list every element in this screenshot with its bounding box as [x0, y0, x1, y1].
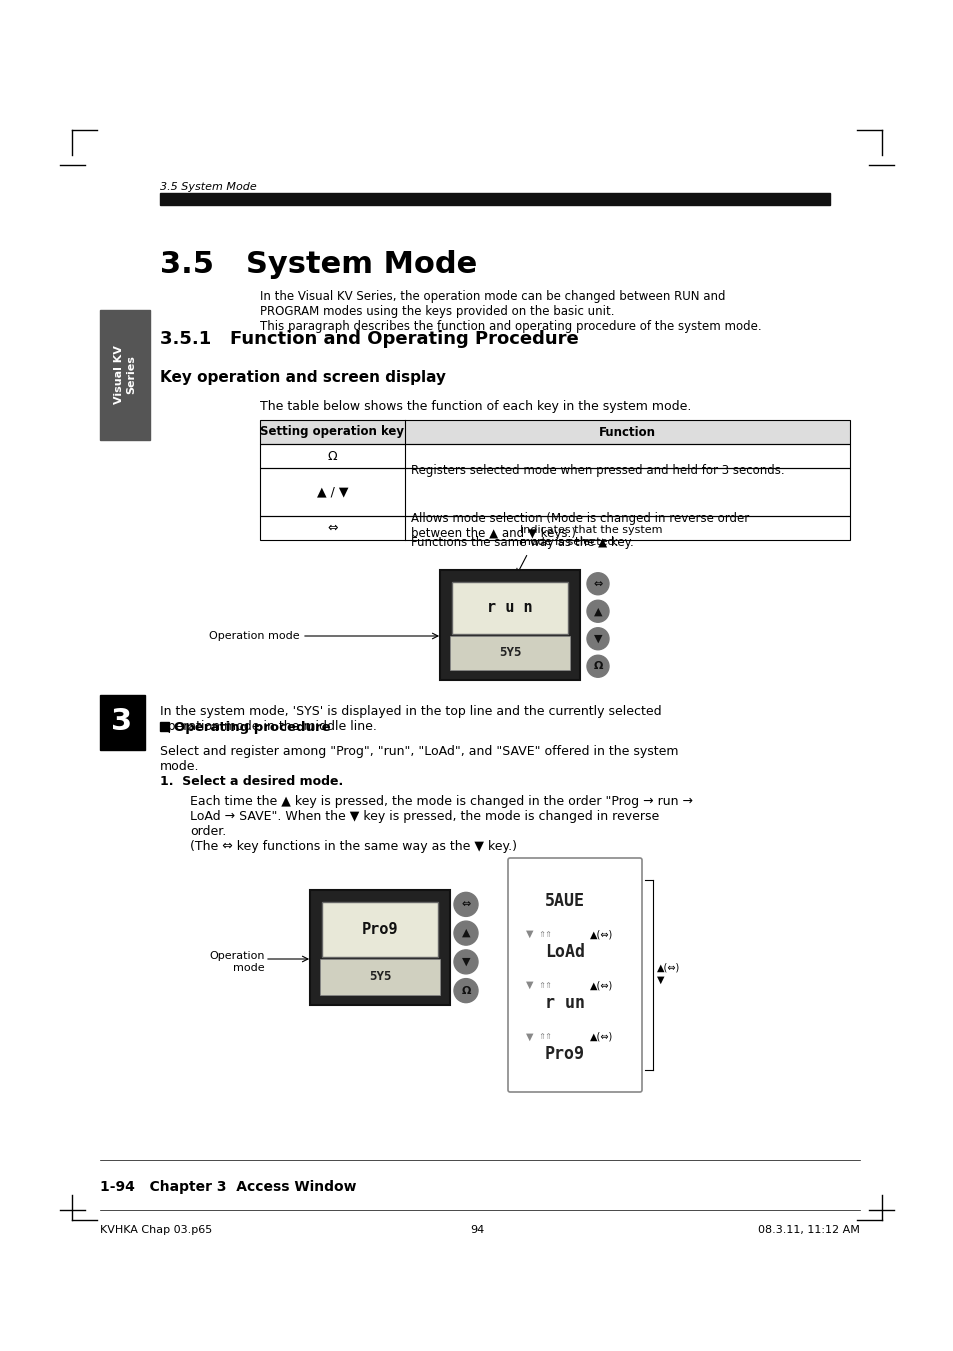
Text: 3.5   System Mode: 3.5 System Mode: [160, 250, 476, 280]
Text: Registers selected mode when pressed and held for 3 seconds.: Registers selected mode when pressed and…: [411, 463, 783, 477]
Bar: [450, 636, 569, 670]
Text: ▼: ▼: [526, 929, 533, 939]
Text: 1.  Select a desired mode.: 1. Select a desired mode.: [160, 775, 343, 788]
Text: ▼: ▼: [657, 975, 664, 985]
Text: 5Y5: 5Y5: [369, 970, 391, 984]
Text: In the system mode, 'SYS' is displayed in the top line and the currently selecte: In the system mode, 'SYS' is displayed i…: [160, 705, 661, 734]
Text: ⇔: ⇔: [327, 521, 337, 535]
Text: Pro9: Pro9: [544, 1046, 584, 1063]
Bar: [160, 721, 169, 731]
Circle shape: [586, 628, 608, 650]
Text: Each time the ▲ key is pressed, the mode is changed in the order "Prog → run →
L: Each time the ▲ key is pressed, the mode…: [190, 794, 692, 852]
Text: ▲(⇔): ▲(⇔): [589, 981, 613, 990]
Text: 5Y5: 5Y5: [498, 646, 520, 659]
Text: ▲(⇔): ▲(⇔): [589, 1031, 613, 1042]
Text: 1-94   Chapter 3  Access Window: 1-94 Chapter 3 Access Window: [100, 1179, 356, 1194]
Text: ▲ / ▼: ▲ / ▼: [316, 485, 348, 499]
Text: 94: 94: [470, 1225, 483, 1235]
Text: ▲: ▲: [461, 928, 470, 938]
Text: 08.3.11, 11:12 AM: 08.3.11, 11:12 AM: [758, 1225, 859, 1235]
Text: ⇑⇑: ⇑⇑: [537, 981, 552, 990]
Text: Operation
mode: Operation mode: [210, 951, 265, 973]
Text: Ω: Ω: [327, 450, 337, 462]
Text: The table below shows the function of each key in the system mode.: The table below shows the function of ea…: [260, 400, 691, 413]
Text: r un: r un: [544, 994, 584, 1012]
Text: Ω: Ω: [461, 986, 470, 996]
Bar: [260, 467, 849, 516]
Text: Indicates that the system
mode is selected.: Indicates that the system mode is select…: [519, 526, 661, 547]
Circle shape: [454, 950, 477, 974]
Text: Operating procedure: Operating procedure: [173, 721, 331, 734]
Bar: [260, 516, 849, 540]
Text: ⇑⇑: ⇑⇑: [537, 929, 552, 939]
Text: Visual KV
Series: Visual KV Series: [114, 346, 135, 404]
Text: Setting operation key: Setting operation key: [260, 426, 404, 439]
Bar: [260, 444, 849, 467]
Bar: [322, 902, 437, 957]
Bar: [439, 570, 579, 680]
Text: ▼: ▼: [526, 1031, 533, 1042]
Text: Key operation and screen display: Key operation and screen display: [160, 370, 446, 385]
Text: ⇔: ⇔: [461, 900, 470, 909]
Text: Select and register among "Prog", "run", "LoAd", and "SAVE" offered in the syste: Select and register among "Prog", "run",…: [160, 744, 678, 773]
Text: ⇑⇑: ⇑⇑: [537, 1032, 552, 1040]
Text: 3.5.1   Function and Operating Procedure: 3.5.1 Function and Operating Procedure: [160, 330, 578, 349]
Text: 3: 3: [112, 708, 132, 736]
Bar: [310, 890, 450, 1005]
Text: 3.5 System Mode: 3.5 System Mode: [160, 182, 256, 192]
Circle shape: [586, 655, 608, 677]
Text: ▲(⇔): ▲(⇔): [589, 929, 613, 939]
Bar: [452, 582, 567, 634]
Circle shape: [454, 893, 477, 916]
Text: ▼: ▼: [461, 957, 470, 967]
Text: ▲(⇔): ▲(⇔): [657, 962, 679, 971]
Text: 5AUE: 5AUE: [544, 892, 584, 909]
Text: Ω: Ω: [593, 661, 602, 671]
Bar: [160, 193, 829, 205]
Text: Function: Function: [598, 426, 656, 439]
FancyBboxPatch shape: [507, 858, 641, 1092]
Circle shape: [586, 573, 608, 594]
Text: Pro9: Pro9: [361, 921, 397, 938]
Text: ▼: ▼: [593, 634, 601, 643]
Text: LoAd: LoAd: [544, 943, 584, 961]
Circle shape: [454, 978, 477, 1002]
Text: Allows mode selection (Mode is changed in reverse order
between the ▲ and ▼ keys: Allows mode selection (Mode is changed i…: [411, 512, 748, 540]
Text: KVHKA Chap 03.p65: KVHKA Chap 03.p65: [100, 1225, 212, 1235]
Text: In the Visual KV Series, the operation mode can be changed between RUN and
PROGR: In the Visual KV Series, the operation m…: [260, 290, 760, 332]
Bar: [100, 309, 150, 440]
Text: ▼: ▼: [526, 981, 533, 990]
Circle shape: [586, 600, 608, 623]
Bar: [260, 420, 849, 444]
Text: ⇔: ⇔: [593, 578, 602, 589]
Text: Functions the same way as the ▲ key.: Functions the same way as the ▲ key.: [411, 536, 633, 549]
Text: r u n: r u n: [487, 600, 533, 616]
Text: Operation mode: Operation mode: [209, 631, 299, 640]
Circle shape: [454, 921, 477, 946]
Bar: [319, 959, 439, 994]
Bar: [100, 694, 145, 750]
Text: ▲: ▲: [593, 607, 601, 616]
